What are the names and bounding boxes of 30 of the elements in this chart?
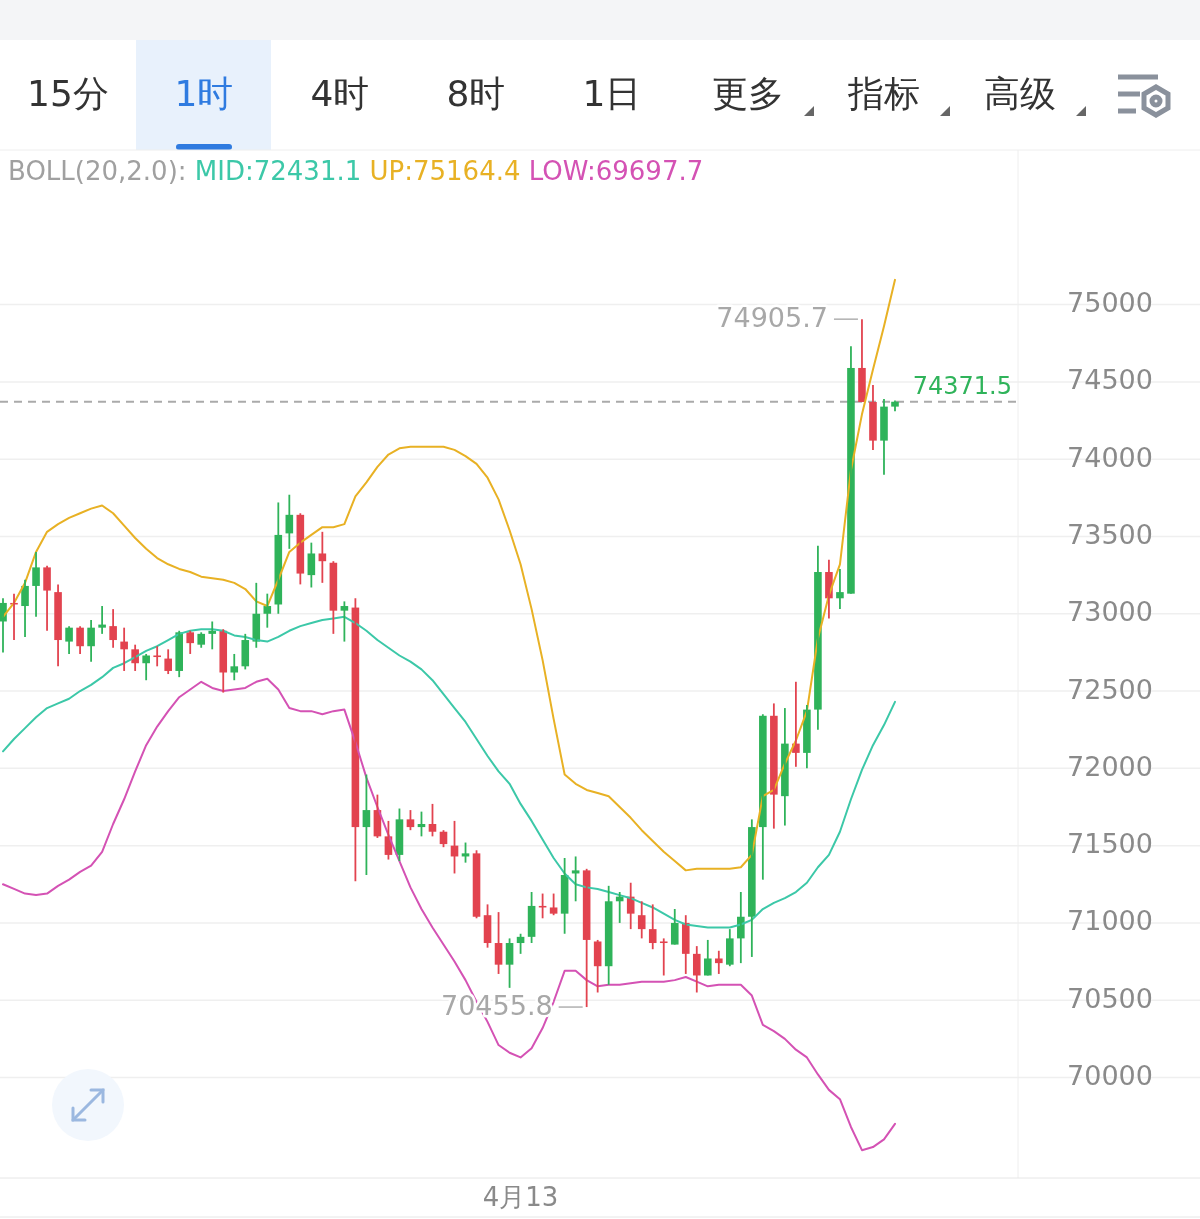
y-tick-label: 70500 <box>1067 982 1153 1014</box>
y-tick-label: 75000 <box>1067 287 1153 319</box>
text: 高级 <box>984 73 1056 114</box>
text: 1时 <box>174 73 234 114</box>
y-tick-label: 72500 <box>1067 673 1153 705</box>
y-tick-label: 74000 <box>1067 441 1153 473</box>
text: LOW:69697.7 <box>528 155 704 186</box>
y-tick-label: 70000 <box>1067 1060 1153 1092</box>
text: 更多 <box>712 73 784 114</box>
ref-line-label: 74371.5 <box>912 371 1012 400</box>
text: 1日 <box>582 73 642 114</box>
line-series <box>2 278 896 872</box>
text: 8时 <box>446 73 506 114</box>
text: 15分 <box>27 73 109 114</box>
line-series <box>2 677 896 1152</box>
x-tick-label: 4月13 <box>482 1181 559 1212</box>
candlestick <box>153 645 161 668</box>
text: 4时 <box>310 73 370 114</box>
candlestick <box>659 937 668 977</box>
legend-title: BOLL(20,2.0): <box>8 155 195 186</box>
y-tick-label: 72000 <box>1067 750 1153 782</box>
y-tick-label: 71500 <box>1067 828 1153 860</box>
y-tick-label: 74500 <box>1067 364 1153 396</box>
y-tick-label: 71000 <box>1067 905 1153 937</box>
text: MID:72431.1 <box>194 155 370 186</box>
annotation: 74905.7 <box>716 301 828 333</box>
y-tick-label: 73000 <box>1067 596 1153 628</box>
y-tick-label: 73500 <box>1067 518 1153 550</box>
text: UP:75164.4 <box>369 155 529 186</box>
text: 指标 <box>847 73 920 114</box>
